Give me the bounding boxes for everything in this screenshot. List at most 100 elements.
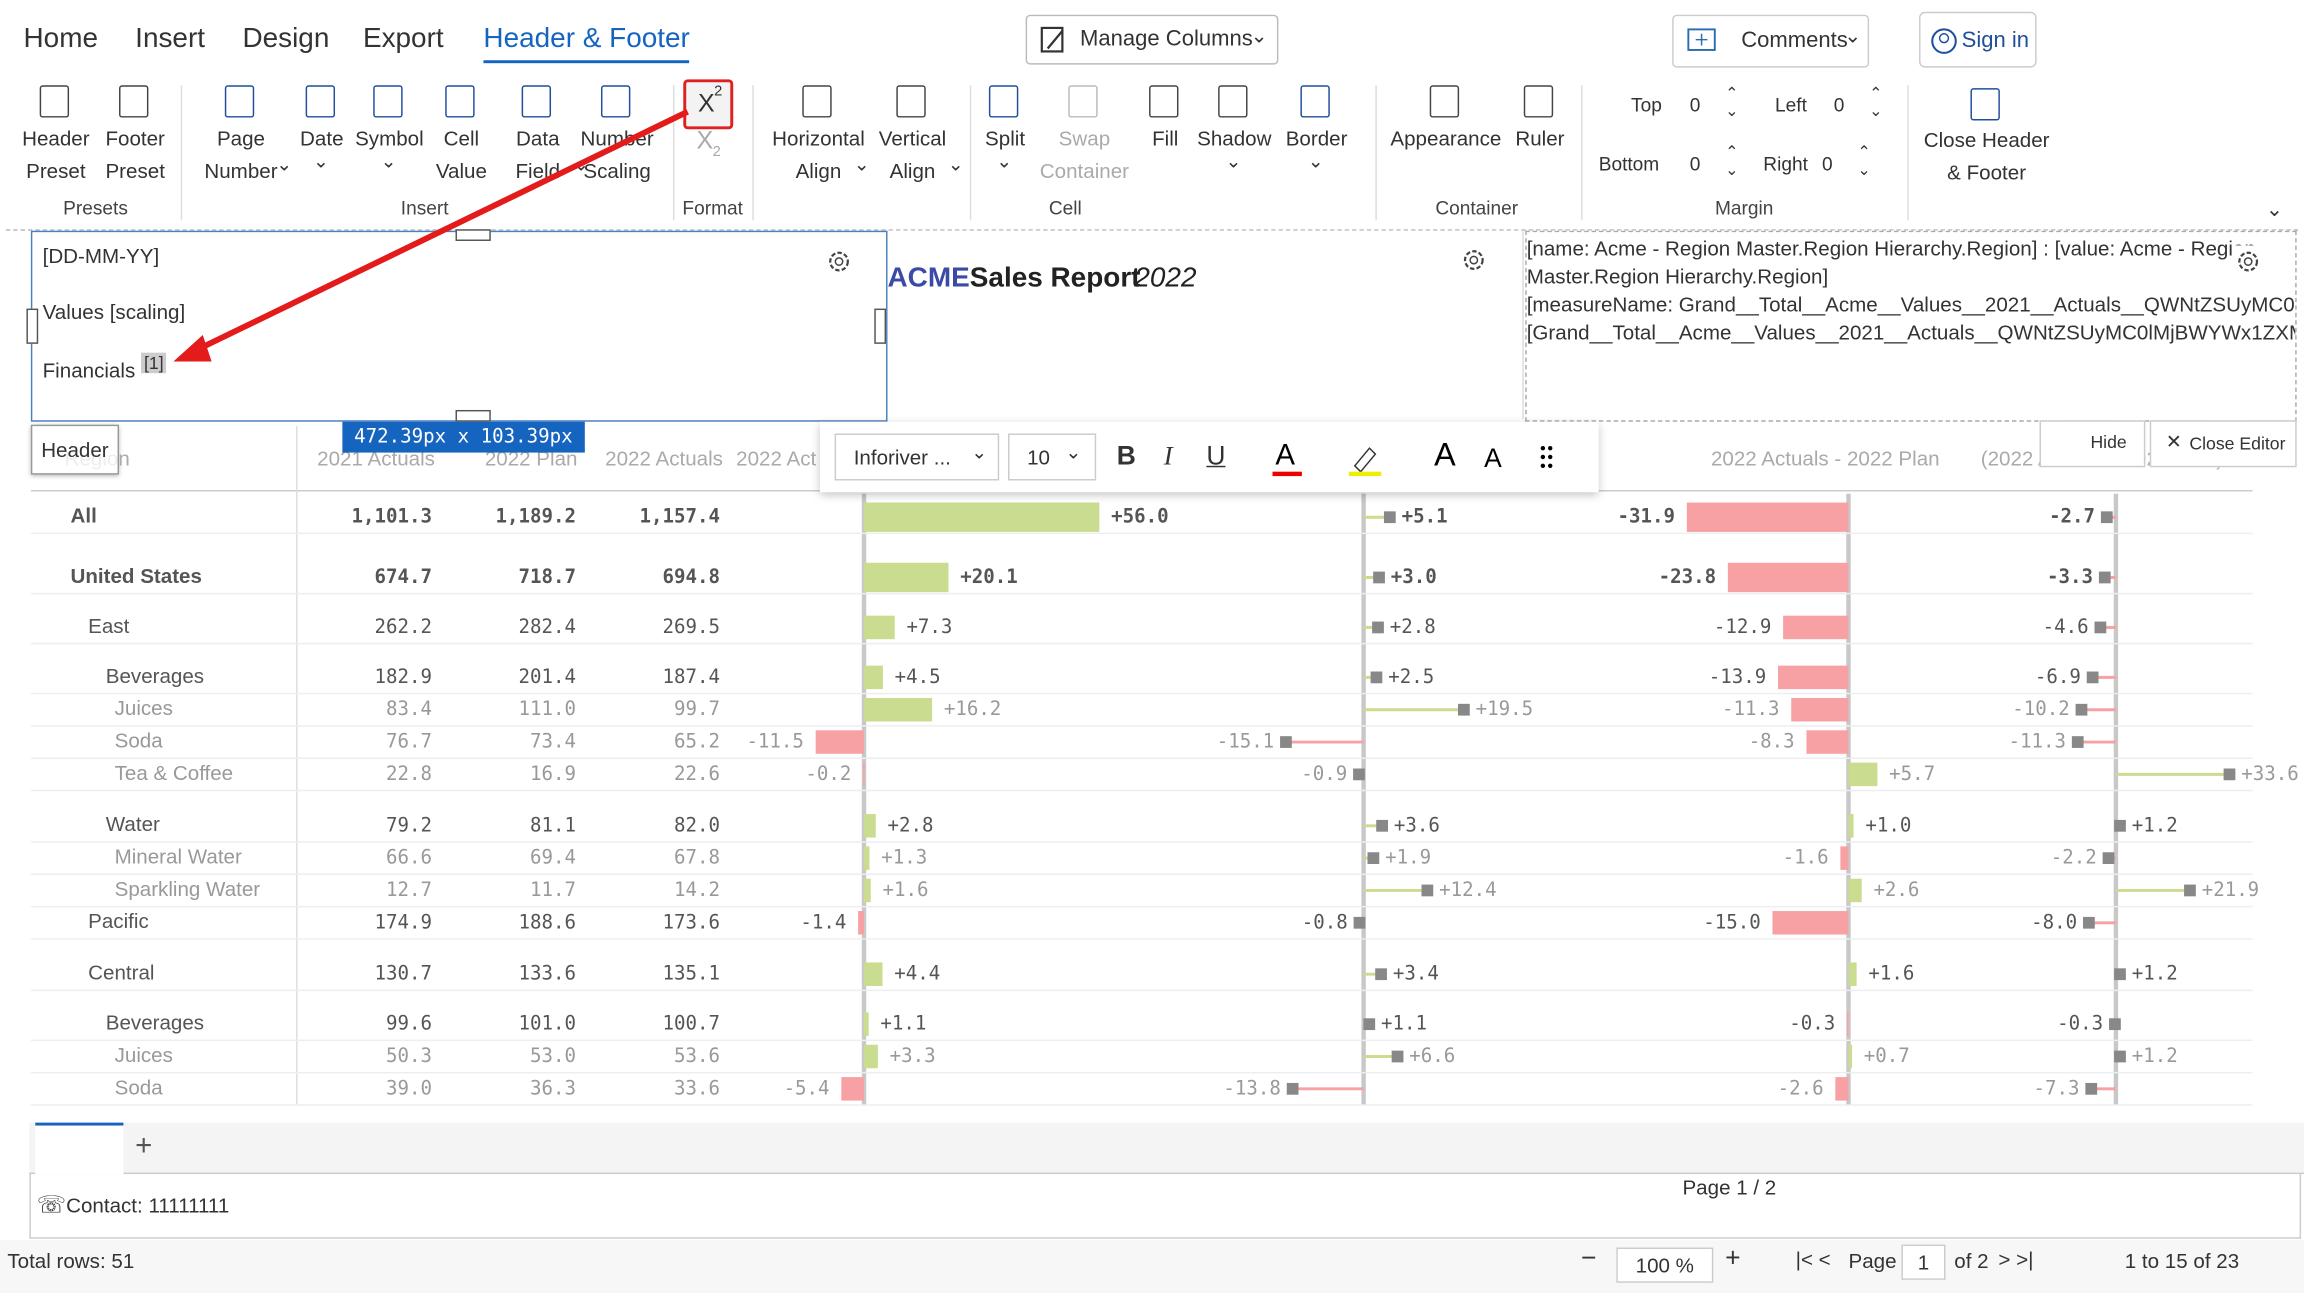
tab[interactable]: Home [23,23,98,55]
manage-columns[interactable]: Manage Columns ⌄ [1025,14,1279,65]
ribbon-button[interactable]: Footer Preset [105,126,165,183]
handle[interactable] [874,308,887,344]
close-editor[interactable]: ✕ Close Editor [2149,420,2297,468]
ribbon-button[interactable]: Vertical Align [878,126,947,183]
nav-first[interactable]: |< < [1795,1247,1831,1272]
cell: 82.0 [674,813,720,836]
text-line: [measureName: Grand__Total__Acme__Values… [1526,292,2295,316]
row-label: United States [71,565,202,588]
tab[interactable]: Export [362,23,444,55]
zoom-in[interactable]: + [1725,1243,1741,1273]
ribbon-button[interactable]: Fill [1152,126,1179,150]
header-middle-panel[interactable]: ACME Sales Report 2022 [887,230,1524,419]
ribbon-button[interactable]: Border [1285,126,1348,150]
svg-text:A: A [1275,439,1295,472]
data-label: +4.5 [895,665,941,688]
sheet-tab[interactable] [35,1122,124,1175]
separator [1375,85,1377,221]
group-label: Format [682,196,743,219]
ribbon-button[interactable]: Ruler [1515,126,1565,150]
data-label: -0.3 [1789,1012,1835,1035]
tab[interactable]: Header & Footer [483,24,690,64]
settings-icon[interactable] [1458,244,1490,276]
header-tab[interactable]: Header [30,424,120,475]
cell: 718.7 [519,565,576,588]
data-label: -15.0 [1703,910,1760,933]
handle[interactable] [26,308,39,344]
data-label: +4.4 [894,962,940,985]
pin-head [2086,671,2099,684]
data-label: +5.1 [1402,505,1448,528]
brand: ACME [887,263,970,294]
data-label: +1.1 [880,1012,926,1035]
settings-icon[interactable] [2232,245,2265,278]
text-line: Master.Region Hierarchy.Region] [1526,264,1829,289]
handle[interactable] [455,409,491,422]
column-header: 2022 Plan [485,447,578,470]
ribbon-button[interactable]: Swap Container [1039,126,1130,183]
label: Manage Columns [1080,26,1253,52]
tab[interactable]: Design [242,23,330,55]
margin-input[interactable]: 0 [1822,152,1833,175]
add-tab[interactable]: + [135,1129,153,1163]
ribbon-button[interactable]: Header Preset [22,126,90,183]
underline[interactable]: U [1206,440,1226,471]
tab-bar: Home Insert Design Export Header & Footer [0,0,2304,71]
data-label: +7.3 [906,615,952,638]
tab[interactable]: Insert [135,23,206,55]
cell: 111.0 [519,697,576,720]
header-left-panel[interactable]: [DD-MM-YY] Values [scaling] Financials [… [26,229,888,422]
margin-input[interactable]: 0 [1689,94,1701,117]
year: 2022 [1134,263,1197,294]
zoom[interactable]: 100 % [1616,1247,1714,1283]
ribbon-button[interactable]: Split [985,126,1026,150]
margin-input[interactable]: 0 [1689,152,1701,175]
bar [1848,814,1854,838]
superscript-button[interactable]: X 2 [683,79,734,130]
zoom-out[interactable]: − [1581,1243,1597,1273]
sign-in[interactable]: Sign in [1919,11,2037,68]
nav-last[interactable]: > >| [1998,1247,2034,1272]
font-select[interactable]: Inforiver ... ⌄ [834,433,1000,481]
settings-icon[interactable] [823,245,855,277]
separator [1581,85,1583,221]
italic[interactable]: I [1163,440,1173,471]
pin-head [2075,703,2088,716]
data-label: -13.8 [1223,1076,1280,1099]
data-label: -11.3 [2009,730,2066,753]
column-header: 2022 Act [736,447,816,470]
ribbon-button[interactable]: Appearance [1390,126,1502,150]
bold[interactable]: B [1116,440,1136,471]
data-label: -0.8 [1302,910,1348,933]
page-input[interactable]: 1 [1901,1244,1946,1280]
subscript-button[interactable]: X [696,126,714,155]
ribbon-button[interactable]: Shadow [1197,126,1272,150]
ribbon-button[interactable]: Close Header & Footer [1923,127,2050,184]
margin-input[interactable]: 0 [1833,94,1845,117]
ribbon-button[interactable]: Horizontal Align [772,126,865,183]
bar [1848,962,1857,986]
hide-button[interactable]: Hide [2039,420,2146,468]
sheet-tabs: + [29,1122,2304,1175]
data-label: +56.0 [1111,505,1168,528]
data-label: -3.3 [2047,565,2093,588]
data-label: -12.9 [1714,615,1771,638]
collapse: ⌄ [2265,196,2284,221]
handle[interactable] [455,229,491,241]
pin-head [2098,571,2111,584]
bar [864,1012,869,1036]
comments[interactable]: Comments ⌄ [1672,14,1870,68]
icon: ✕ [2165,430,2182,453]
bar [864,562,949,593]
pin-head [1458,703,1470,716]
size-select[interactable]: 10 ⌄ [1008,433,1097,481]
range: 1 to 15 of 23 [2124,1248,2240,1273]
bar [1835,1077,1849,1101]
bar [1848,878,1862,903]
header-right-panel[interactable]: [name: Acme - Region Master.Region Hiera… [1525,230,2297,422]
chevron: ⌄ [853,152,870,175]
cell: 135.1 [663,962,720,985]
bar [1772,911,1849,935]
